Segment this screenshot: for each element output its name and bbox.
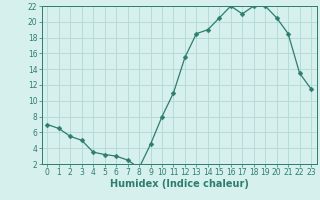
X-axis label: Humidex (Indice chaleur): Humidex (Indice chaleur): [110, 179, 249, 189]
